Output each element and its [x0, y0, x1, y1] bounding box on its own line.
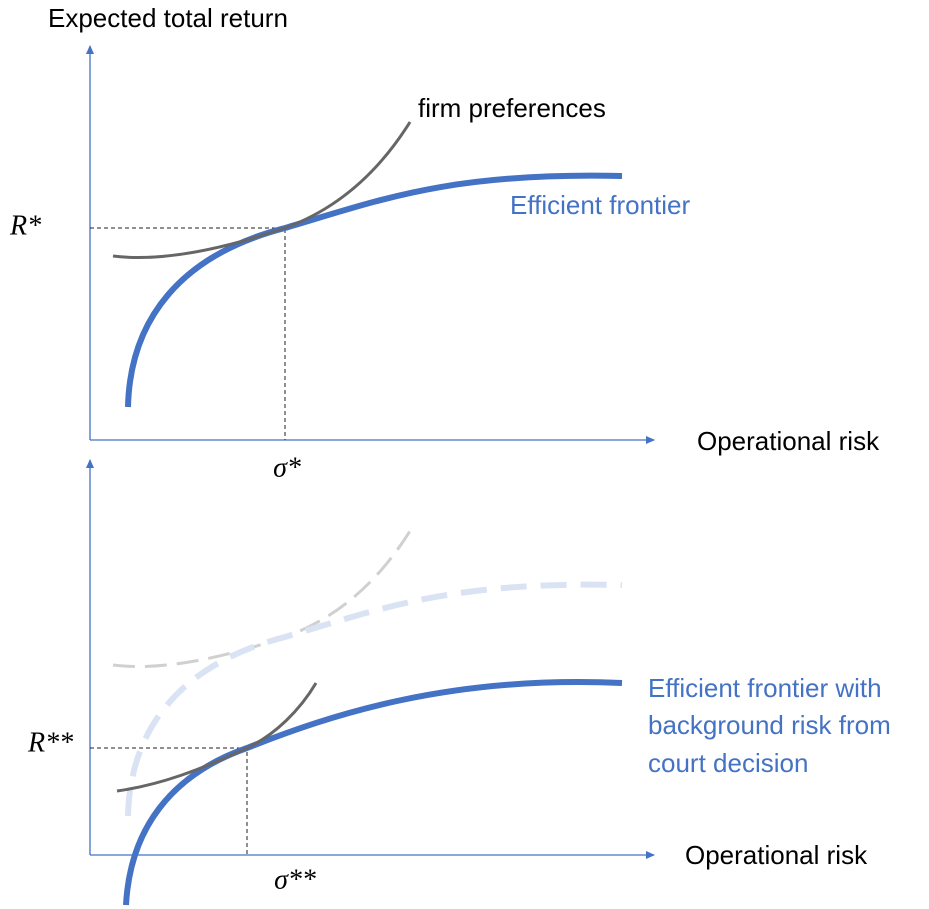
preference-curve: [112, 121, 412, 259]
frontier-label: Efficient frontier: [510, 190, 691, 220]
y-axis-label: Expected total return: [48, 3, 288, 33]
old-preference-curve: [112, 530, 412, 668]
r-label: R*: [9, 210, 41, 241]
efficient-frontier: [123, 678, 623, 906]
bottom-panel: Operational risk R** σ** Efficient front…: [27, 459, 891, 906]
preferences-label: firm preferences: [418, 93, 606, 123]
x-axis-label: Operational risk: [697, 426, 880, 456]
frontier-label: background risk from: [648, 710, 891, 740]
sigma-label: σ*: [273, 452, 301, 483]
guide-lines: [90, 227, 286, 440]
frontier-label: Efficient frontier with: [648, 673, 882, 703]
top-panel: Expected total return Operational risk R…: [9, 3, 880, 484]
r-label: R**: [27, 727, 73, 758]
preference-curve: [116, 682, 318, 793]
old-frontier: [125, 581, 623, 817]
x-axis-label: Operational risk: [685, 840, 868, 870]
sigma-label: σ**: [274, 864, 316, 895]
frontier-label: court decision: [648, 748, 808, 778]
